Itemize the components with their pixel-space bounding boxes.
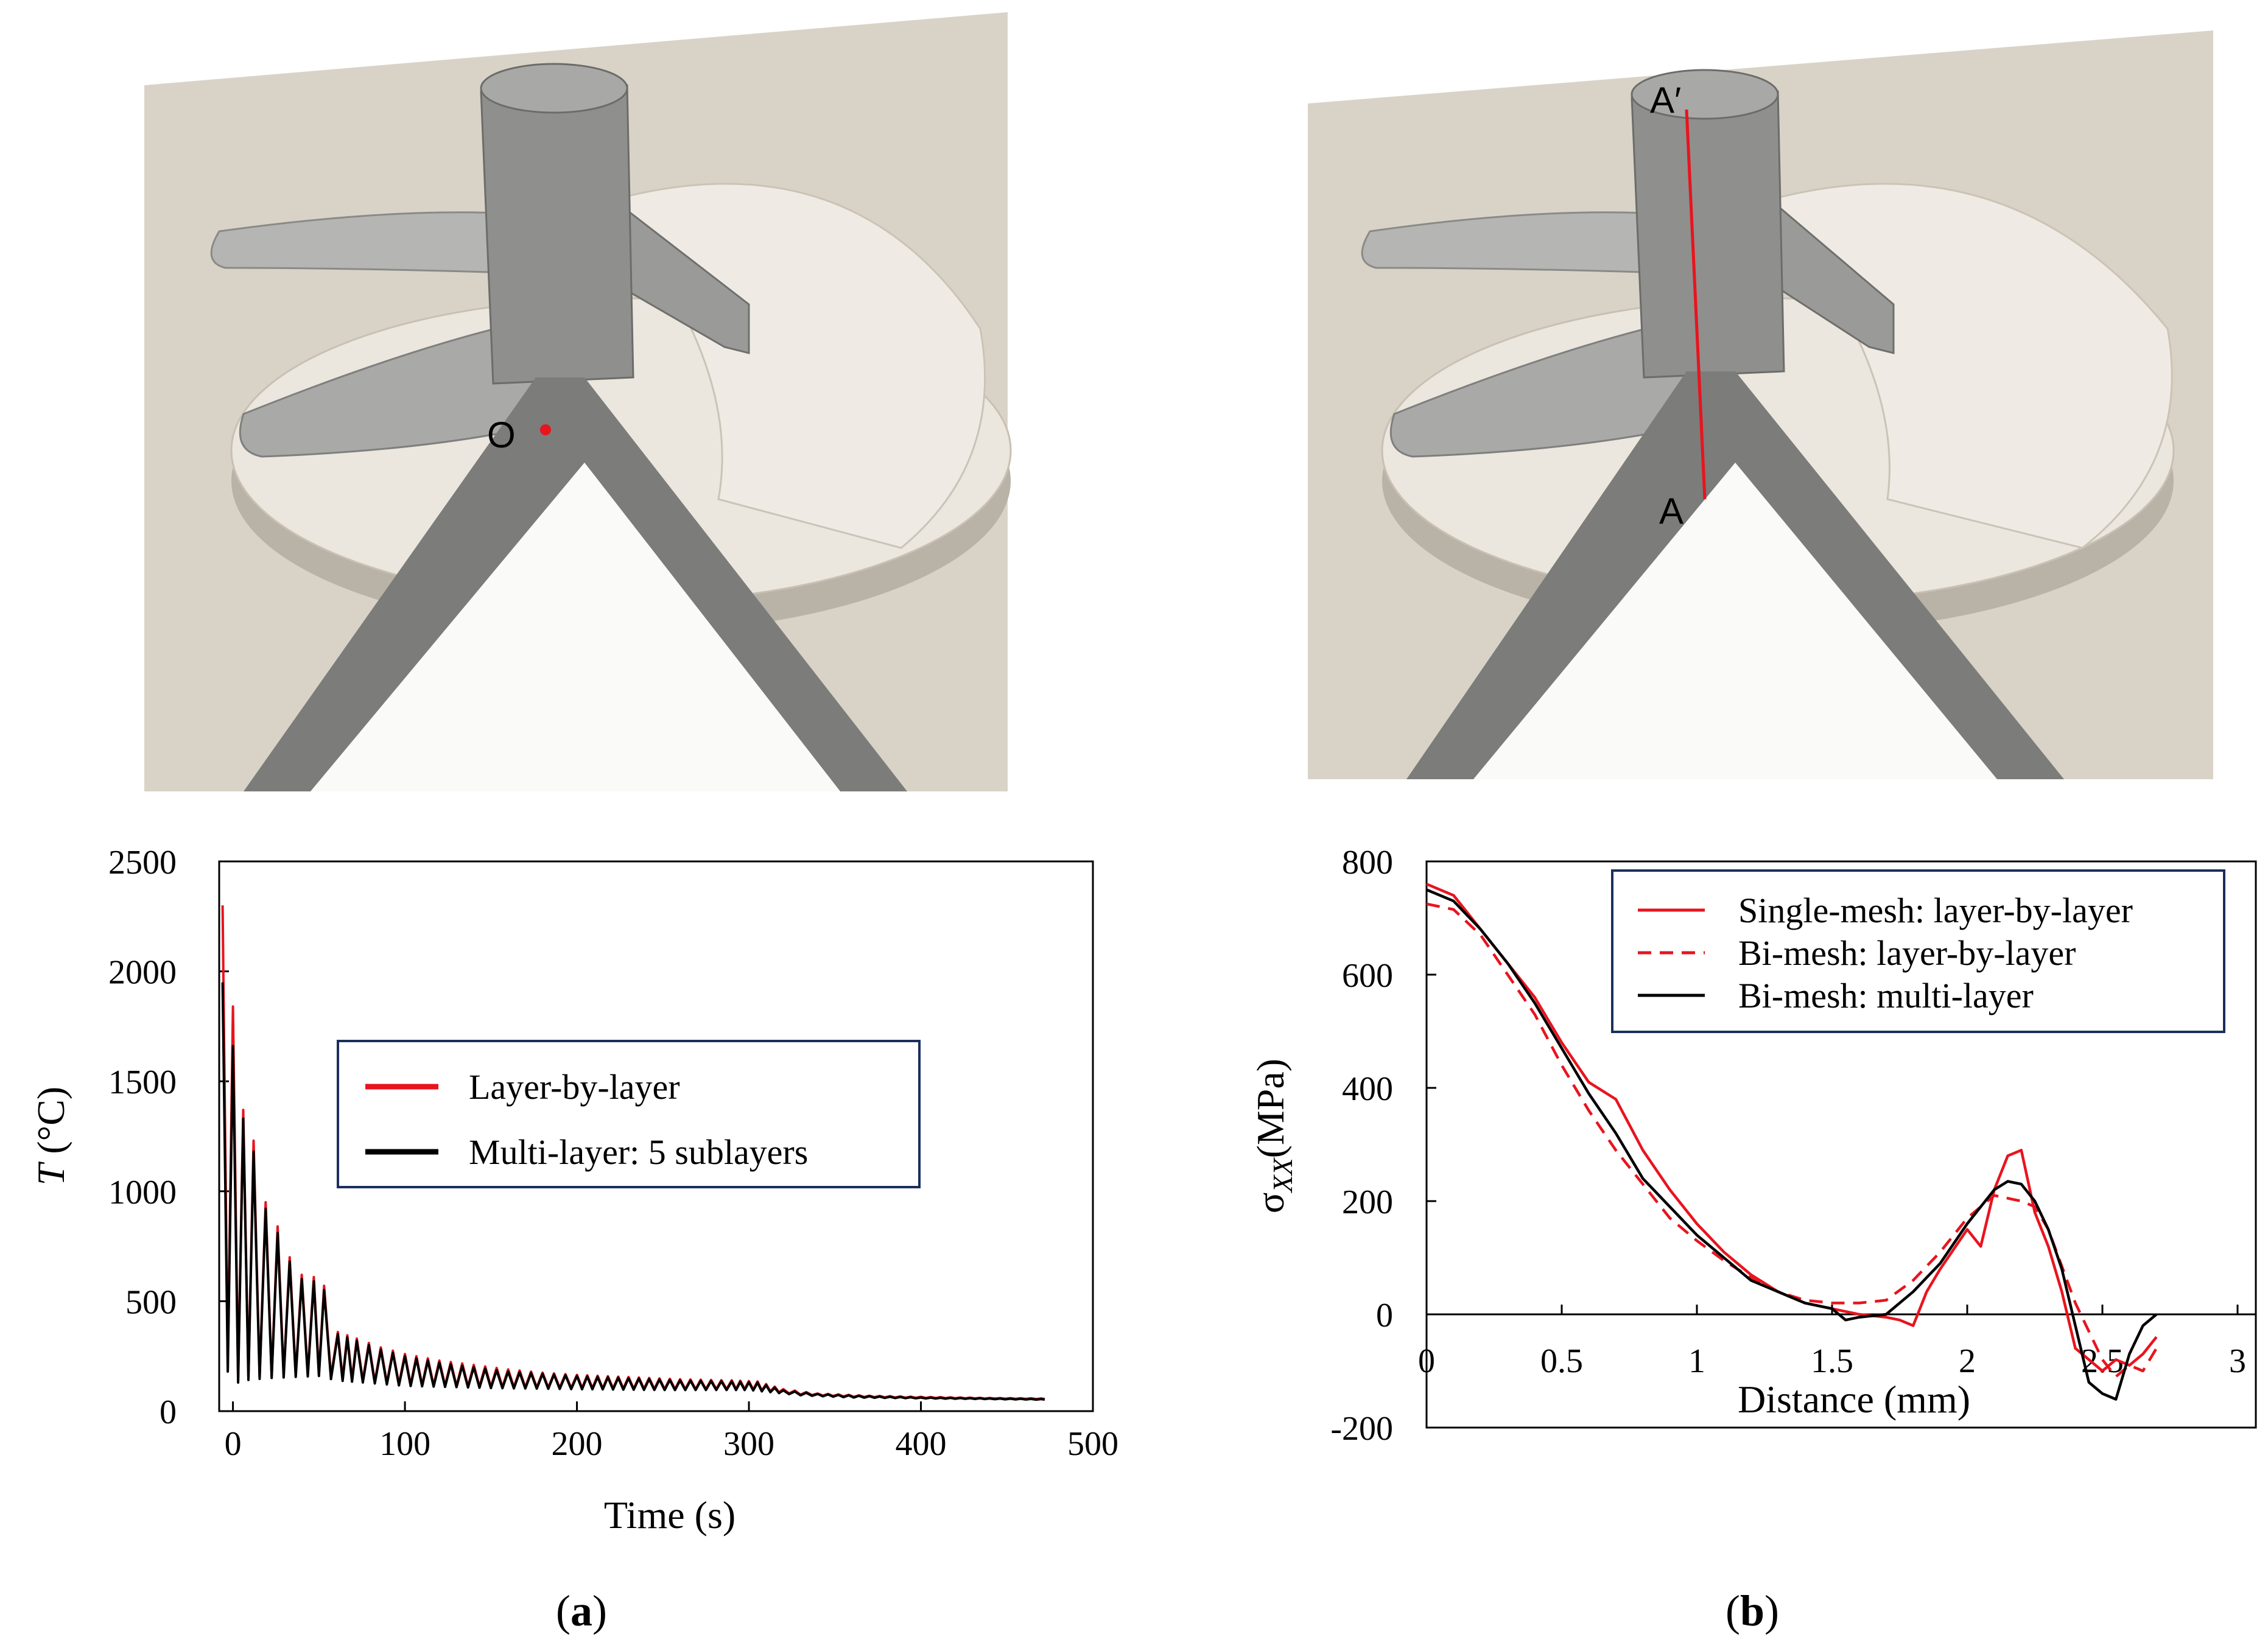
chart-b-legend: Single-mesh: layer-by-layer Bi-mesh: lay… xyxy=(1611,869,2225,1033)
chart-b-legend-label-2: Bi-mesh: multi-layer xyxy=(1738,976,2034,1015)
chart-a-legend-label-0: Layer-by-layer xyxy=(469,1067,680,1107)
chart-a-xtick-label-1: 100 xyxy=(379,1425,430,1463)
chart-b-legend-box xyxy=(1611,869,2225,1033)
chart-b-ylabel-sub: XX xyxy=(1267,1157,1298,1194)
chart-b-legend-label-0: Single-mesh: layer-by-layer xyxy=(1738,891,2133,930)
chart-b-xtick-label-1: 0.5 xyxy=(1540,1342,1583,1380)
chart-b-xtick-label-2: 1 xyxy=(1688,1342,1705,1380)
scene-a-arm-lower xyxy=(239,315,549,458)
scene-a: O xyxy=(144,12,1012,791)
chart-b-ylabel-sigma: σ xyxy=(1249,1193,1292,1214)
subfigure-label-b: (b) xyxy=(1726,1586,1779,1635)
scene-b-hub xyxy=(1631,82,1785,379)
chart-b-ylabel-unit: (MPa) xyxy=(1249,1059,1292,1159)
chart-b-plot-frame xyxy=(1425,860,2257,1429)
scene-b-label-a: A xyxy=(1659,491,1683,531)
subfigure-label-a: (a) xyxy=(556,1586,607,1635)
scene-b-support xyxy=(1406,371,2064,779)
chart-b-series xyxy=(1426,883,2158,1401)
scene-b-hub-top xyxy=(1631,69,1779,120)
chart-b-ylabel: σXX(MPa) xyxy=(1249,1059,1298,1213)
scene-b: A′ A xyxy=(1308,30,2213,779)
subfigure-label-a-letter: a xyxy=(571,1586,592,1635)
chart-b-legend-label-1: Bi-mesh: layer-by-layer xyxy=(1738,933,2076,973)
chart-a-ytick-label-2: 1000 xyxy=(108,1174,177,1211)
chart-a-ylabel-symbol: T xyxy=(29,1161,72,1185)
scene-b-line-aa xyxy=(1685,109,1707,500)
chart-b-ytick-label-0: -200 xyxy=(1330,1410,1393,1448)
chart-a-xtick-label-4: 400 xyxy=(896,1425,947,1463)
chart-a-xtick-label-3: 300 xyxy=(723,1425,774,1463)
chart-a: 0 100 200 300 400 500 0 500 1000 1500 2000 2500 Tim… xyxy=(29,844,1118,1537)
chart-a-ytick-label-0: 0 xyxy=(160,1393,177,1431)
chart-a-xtick-label-0: 0 xyxy=(225,1425,242,1463)
chart-b-series-1-line xyxy=(1426,902,2158,1378)
chart-b-xtick-label-4: 2 xyxy=(1959,1342,1976,1380)
chart-b-ytick-label-2: 200 xyxy=(1342,1183,1393,1221)
chart-b-ytick-label-1: 0 xyxy=(1376,1297,1393,1334)
chart-a-ticks: 0 100 200 300 400 500 0 500 1000 1500 2000 2500 xyxy=(108,844,1118,1463)
chart-b-xtick-label-0: 0 xyxy=(1418,1342,1435,1380)
chart-a-xtick-label-5: 500 xyxy=(1067,1425,1118,1463)
scene-a-arm-upper xyxy=(210,211,574,275)
chart-b-xtick-label-6: 3 xyxy=(2229,1342,2246,1380)
scene-a-support-inner xyxy=(311,463,840,791)
scene-a-point-o xyxy=(540,424,551,435)
chart-a-legend-label-1: Multi-layer: 5 sublayers xyxy=(469,1132,808,1172)
chart-a-ytick-label-1: 500 xyxy=(125,1283,177,1321)
chart-a-legend: Layer-by-layer Multi-layer: 5 sublayers xyxy=(337,1040,921,1188)
scene-b-large-blade xyxy=(1764,183,2173,549)
chart-a-xlabel: Time (s) xyxy=(604,1493,736,1537)
chart-a-series-1-line xyxy=(221,982,1045,1401)
chart-a-plot-frame xyxy=(218,860,1094,1412)
chart-b-series-0-line xyxy=(1426,883,2158,1373)
subfigure-label-b-letter: b xyxy=(1740,1586,1764,1635)
chart-b-series-2-line xyxy=(1426,888,2158,1401)
scene-a-hub-top xyxy=(480,63,628,114)
scene-b-arm-upper xyxy=(1361,211,1718,275)
scene-a-support xyxy=(244,377,907,791)
chart-a-xtick-label-2: 200 xyxy=(552,1425,603,1463)
chart-b-ytick-label-5: 800 xyxy=(1342,844,1393,882)
chart-b-ytick-label-3: 400 xyxy=(1342,1070,1393,1108)
chart-b-xlabel: Distance (mm) xyxy=(1738,1378,1970,1421)
scene-b-support-inner xyxy=(1473,463,1997,779)
scene-a-point-o-label: O xyxy=(487,415,516,455)
chart-a-ytick-label-3: 1500 xyxy=(108,1064,177,1101)
scene-b-arm-lower xyxy=(1389,315,1700,458)
chart-a-ylabel-unit: (°C) xyxy=(29,1087,72,1164)
chart-a-ytick-label-4: 2000 xyxy=(108,954,177,992)
scene-b-label-a-prime: A′ xyxy=(1650,80,1681,121)
scene-a-hub xyxy=(480,76,634,385)
chart-b-ytick-label-4: 600 xyxy=(1342,957,1393,995)
chart-b-xtick-label-3: 1.5 xyxy=(1811,1342,1853,1380)
chart-a-legend-box xyxy=(337,1040,921,1188)
chart-a-series xyxy=(221,905,1045,1401)
chart-a-ylabel: T (°C) xyxy=(29,1087,72,1186)
chart-a-ytick-label-5: 2500 xyxy=(108,844,177,882)
